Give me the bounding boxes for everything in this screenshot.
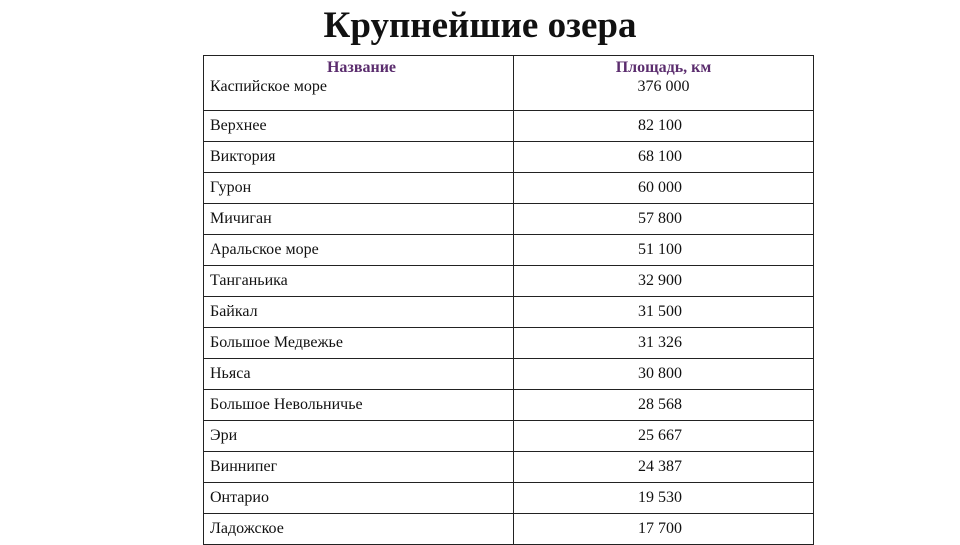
lake-area: 68 100 bbox=[513, 141, 814, 173]
lake-name: Виннипег bbox=[203, 451, 514, 483]
lake-area: 32 900 bbox=[513, 265, 814, 297]
table-row: Название Каспийское море Площадь, км 376 00… bbox=[203, 55, 814, 111]
lake-area: 30 800 bbox=[513, 358, 814, 390]
page-title: Крупнейшие озера bbox=[323, 5, 637, 46]
lake-name: Эри bbox=[203, 420, 514, 452]
table-row: Онтарио 19 530 bbox=[203, 482, 814, 514]
lake-area: 31 500 bbox=[513, 296, 814, 328]
lake-area: 28 568 bbox=[513, 389, 814, 421]
table-row: Танганьика 32 900 bbox=[203, 265, 814, 297]
lake-name: Аральское море bbox=[203, 234, 514, 266]
lake-name: Ньяса bbox=[203, 358, 514, 390]
lake-area: 25 667 bbox=[513, 420, 814, 452]
lake-name: Танганьика bbox=[203, 265, 514, 297]
lake-area: 57 800 bbox=[513, 203, 814, 235]
table-row: Байкал 31 500 bbox=[203, 296, 814, 328]
lake-name: Каспийское море bbox=[210, 78, 327, 95]
lakes-table: Название Каспийское море Площадь, км 376 00… bbox=[203, 55, 814, 545]
column-header-name: Название bbox=[326, 59, 397, 76]
table-row: Эри 25 667 bbox=[203, 420, 814, 452]
name-cell: Название Каспийское море bbox=[203, 55, 514, 111]
lake-area: 24 387 bbox=[513, 451, 814, 483]
lake-name: Байкал bbox=[203, 296, 514, 328]
table-row: Виннипег 24 387 bbox=[203, 451, 814, 483]
lake-name: Мичиган bbox=[203, 203, 514, 235]
lake-name: Онтарио bbox=[203, 482, 514, 514]
lake-area: 51 100 bbox=[513, 234, 814, 266]
table-row: Гурон 60 000 bbox=[203, 172, 814, 204]
lake-area: 60 000 bbox=[513, 172, 814, 204]
lake-name: Верхнее bbox=[203, 110, 514, 142]
table-row: Большое Медвежье 31 326 bbox=[203, 327, 814, 359]
column-header-area: Площадь, км bbox=[615, 59, 712, 76]
table-row: Ньяса 30 800 bbox=[203, 358, 814, 390]
lake-area: 376 000 bbox=[637, 78, 690, 95]
lake-area: 19 530 bbox=[513, 482, 814, 514]
lake-name: Гурон bbox=[203, 172, 514, 204]
table-row: Мичиган 57 800 bbox=[203, 203, 814, 235]
lake-name: Большое Медвежье bbox=[203, 327, 514, 359]
table-row: Большое Невольничье 28 568 bbox=[203, 389, 814, 421]
area-cell: Площадь, км 376 000 bbox=[513, 55, 814, 111]
lake-area: 31 326 bbox=[513, 327, 814, 359]
table-row: Верхнее 82 100 bbox=[203, 110, 814, 142]
table-row: Виктория 68 100 bbox=[203, 141, 814, 173]
lake-area: 82 100 bbox=[513, 110, 814, 142]
lake-name: Большое Невольничье bbox=[203, 389, 514, 421]
lake-name: Виктория bbox=[203, 141, 514, 173]
table-row: Аральское море 51 100 bbox=[203, 234, 814, 266]
